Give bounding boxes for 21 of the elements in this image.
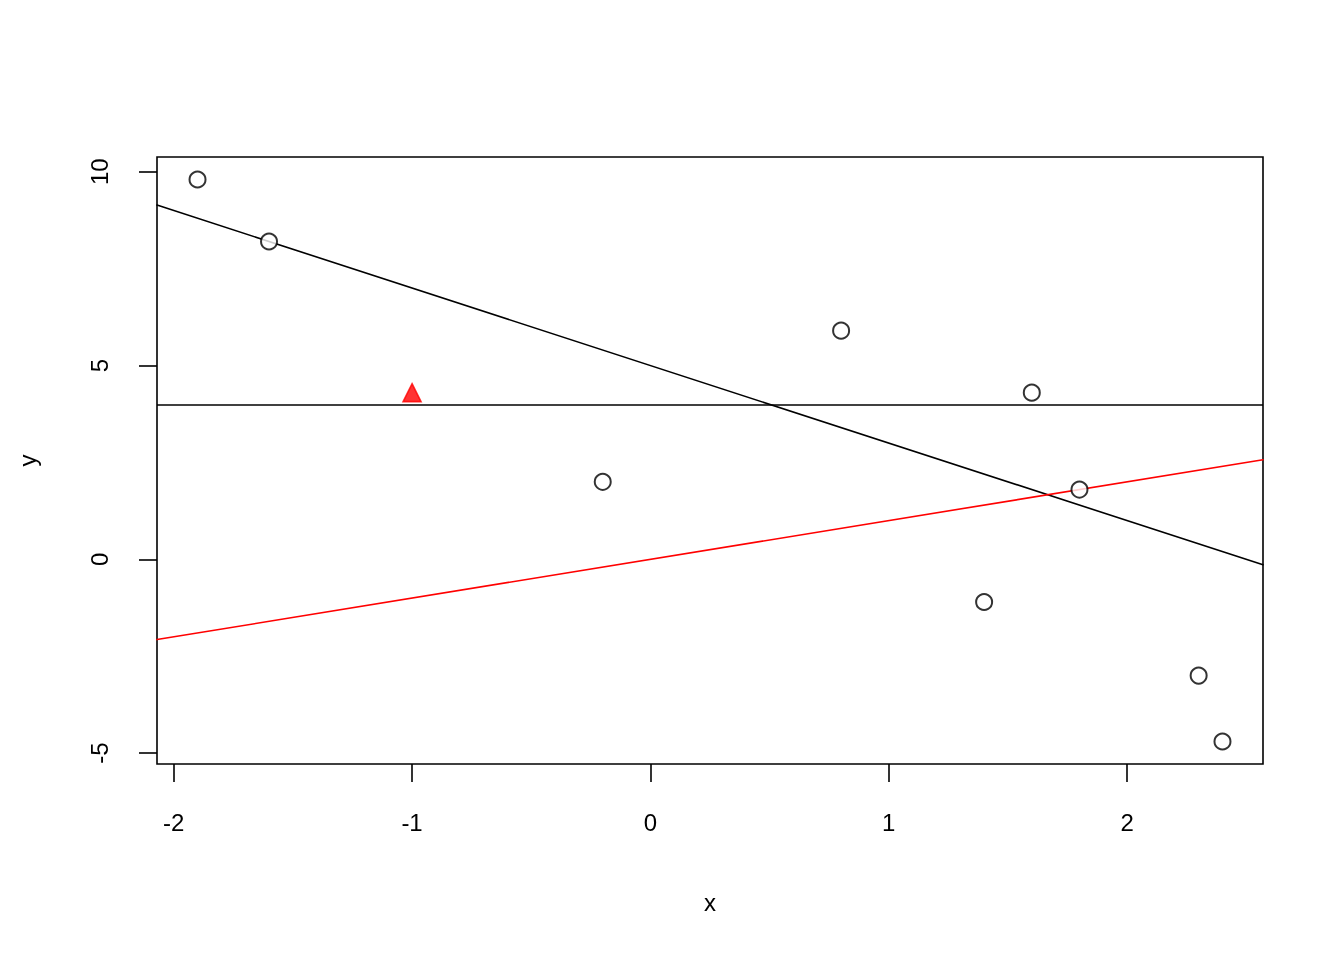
point bbox=[975, 592, 994, 611]
y-tick-label: -5 bbox=[85, 742, 113, 764]
x-axis-title: x bbox=[704, 888, 716, 916]
x-tick-label: -1 bbox=[401, 808, 423, 836]
x-tick-label: 1 bbox=[882, 808, 896, 836]
x-tick-label: -2 bbox=[163, 808, 185, 836]
y-tick-label: 10 bbox=[85, 158, 113, 186]
x-tick-label: 2 bbox=[1120, 808, 1134, 836]
x-tick-label: 0 bbox=[643, 808, 658, 836]
y-tick-label: 5 bbox=[85, 358, 113, 373]
point bbox=[260, 232, 279, 251]
point bbox=[1022, 383, 1041, 402]
point bbox=[188, 170, 207, 189]
point bbox=[1189, 666, 1208, 685]
point bbox=[402, 382, 422, 403]
point bbox=[1213, 732, 1232, 751]
point bbox=[1070, 480, 1089, 499]
y-axis-title: y bbox=[13, 454, 41, 467]
point bbox=[832, 321, 851, 340]
point bbox=[593, 472, 612, 491]
y-tick-label: 0 bbox=[85, 552, 113, 567]
